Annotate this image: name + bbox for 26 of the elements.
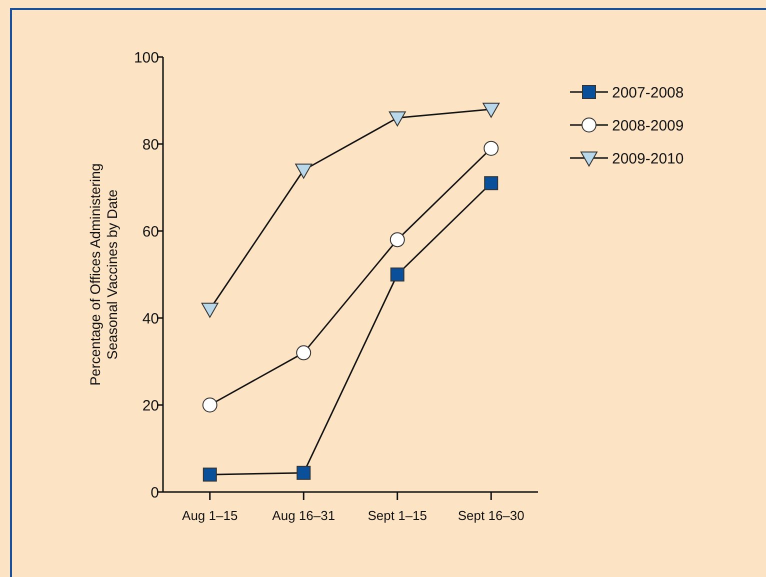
y-tick-label: 100 xyxy=(134,49,159,66)
y-tick-label: 80 xyxy=(142,136,159,154)
point xyxy=(390,268,404,282)
point xyxy=(295,164,312,179)
point xyxy=(482,102,500,118)
y-tick-label: 40 xyxy=(142,310,159,328)
x-tick-label: Aug 1–15 xyxy=(182,508,238,523)
y-axis-title: Percentage of Offices Administering Seasonal Vaccines by Date xyxy=(87,163,120,386)
point xyxy=(201,302,218,318)
legend-label: 2008-2009 xyxy=(612,117,684,134)
y-tick-label: 20 xyxy=(142,397,159,414)
legend-label: 2007-2008 xyxy=(612,84,684,102)
legend-label: 2009-2010 xyxy=(612,150,684,168)
point xyxy=(296,345,312,360)
point xyxy=(388,111,406,126)
y-tick-label: 0 xyxy=(150,484,159,502)
x-tick-label: Sept 16–30 xyxy=(458,508,524,523)
point xyxy=(202,468,217,482)
point xyxy=(390,232,405,248)
point xyxy=(202,398,218,412)
point xyxy=(484,176,498,190)
point xyxy=(296,466,311,480)
x-tick-label: Aug 16–31 xyxy=(272,508,336,523)
point xyxy=(484,140,499,156)
y-tick-label: 60 xyxy=(142,223,159,240)
x-tick-label: Sept 1–15 xyxy=(368,508,428,523)
